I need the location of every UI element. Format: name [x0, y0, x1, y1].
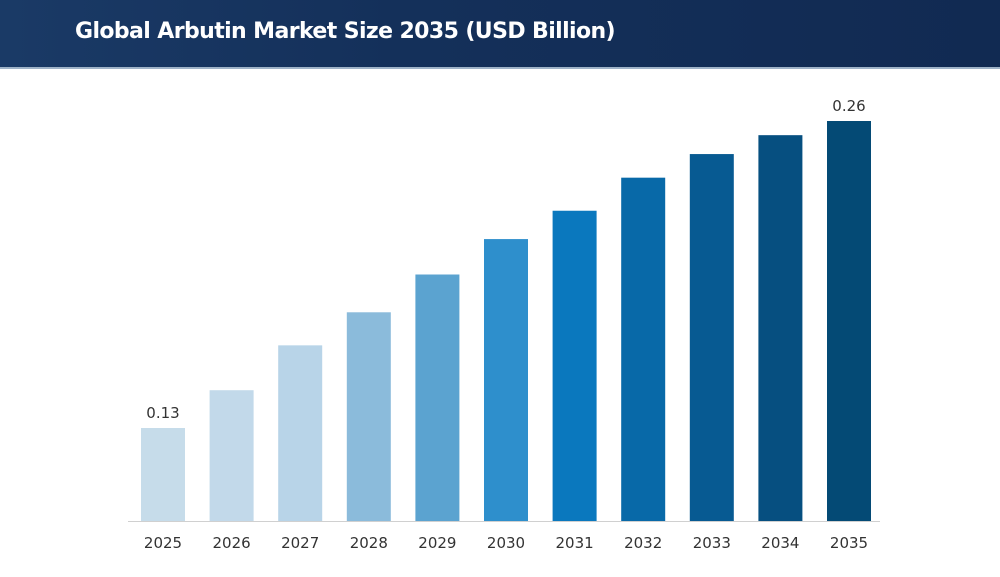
- bar-2027: [278, 345, 323, 521]
- bar-2035: [827, 121, 871, 521]
- bar-2028: [346, 312, 391, 521]
- bar-2026: [209, 390, 254, 521]
- bar-2032: [621, 177, 666, 521]
- x-tick-label: 2027: [281, 534, 319, 552]
- x-tick-label: 2035: [830, 534, 868, 552]
- x-tick-label: 2025: [144, 534, 182, 552]
- bar-2031: [552, 210, 597, 521]
- bar-2030: [484, 239, 528, 522]
- x-tick-label: 2030: [487, 534, 525, 552]
- x-tick-label: 2033: [693, 534, 731, 552]
- bar-2025: [141, 428, 185, 521]
- x-tick-label: 2029: [418, 534, 456, 552]
- data-label: 0.26: [832, 97, 865, 115]
- chart-title: Global Arbutin Market Size 2035 (USD Bil…: [75, 19, 616, 44]
- x-tick-label: 2028: [350, 534, 388, 552]
- bar-2033: [689, 154, 734, 522]
- bar-2034: [758, 135, 803, 521]
- x-tick-label: 2034: [761, 534, 799, 552]
- bar-2029: [415, 274, 460, 521]
- x-tick-label: 2031: [556, 534, 594, 552]
- chart-header: Global Arbutin Market Size 2035 (USD Bil…: [0, 0, 1000, 69]
- data-label: 0.13: [146, 404, 179, 422]
- x-tick-label: 2026: [213, 534, 251, 552]
- x-tick-label: 2032: [624, 534, 662, 552]
